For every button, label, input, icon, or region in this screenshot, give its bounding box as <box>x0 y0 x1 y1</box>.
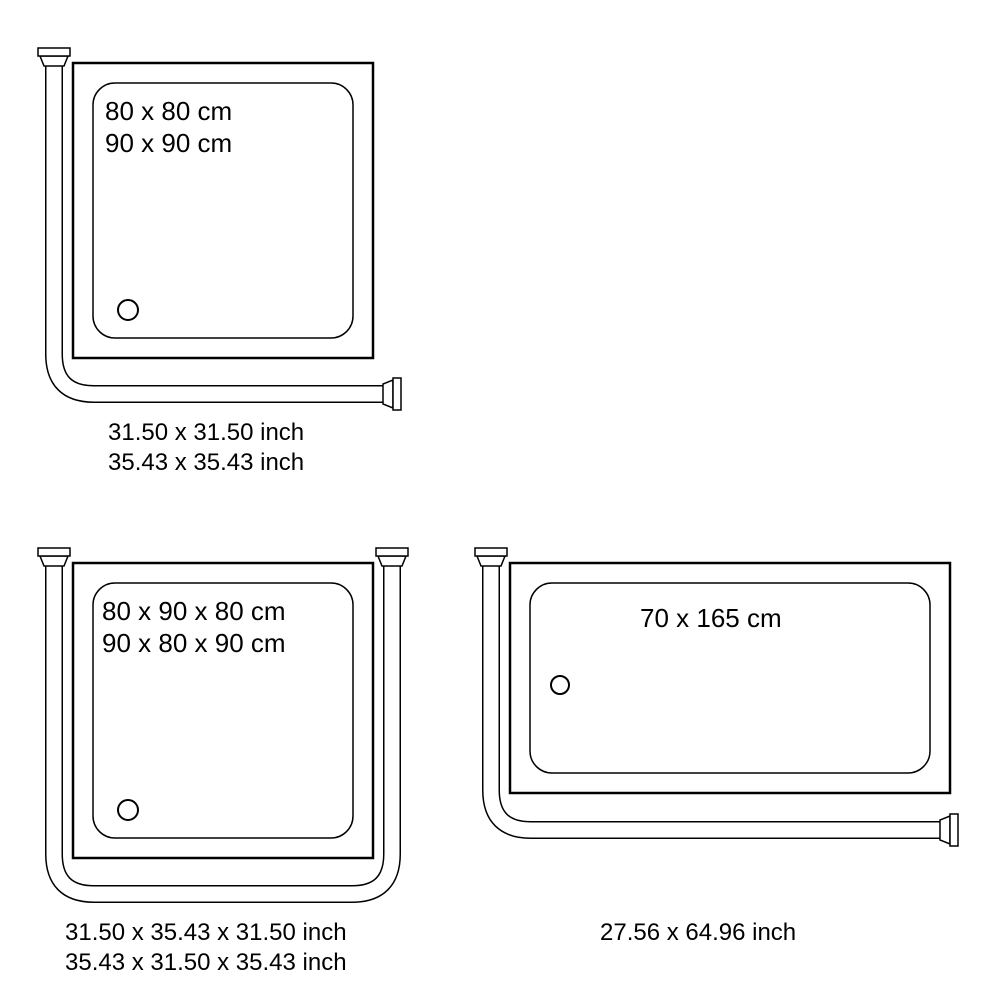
rail-mount-right <box>940 814 958 846</box>
diagram-u-square: 80 x 90 x 80 cm 90 x 80 x 90 cm 31.50 x … <box>38 548 408 976</box>
diagram-l-rect: 70 x 165 cm 27.56 x 64.96 inch <box>475 548 958 946</box>
label-cm-2: 90 x 80 x 90 cm <box>102 628 286 658</box>
rail-mount-right <box>383 378 401 410</box>
caption-inch-2: 35.43 x 35.43 inch <box>108 449 304 476</box>
label-cm-1: 80 x 90 x 80 cm <box>102 596 286 626</box>
caption-inch-1: 27.56 x 64.96 inch <box>600 919 796 946</box>
diagram-l-square: 80 x 80 cm 90 x 90 cm 31.50 x 31.50 inch… <box>38 48 401 476</box>
label-cm-1: 70 x 165 cm <box>640 603 782 633</box>
caption-inch-1: 31.50 x 35.43 x 31.50 inch <box>65 919 347 946</box>
caption-inch-1: 31.50 x 31.50 inch <box>108 419 304 446</box>
rail-mount-top <box>38 48 70 66</box>
caption-inch-2: 35.43 x 31.50 x 35.43 inch <box>65 949 347 976</box>
rail-mount-right <box>376 548 408 566</box>
label-cm-1: 80 x 80 cm <box>105 96 232 126</box>
rail-mount-left <box>38 548 70 566</box>
label-cm-2: 90 x 90 cm <box>105 128 232 158</box>
diagram-canvas: 80 x 80 cm 90 x 90 cm 31.50 x 31.50 inch… <box>0 0 1000 1000</box>
rail-mount-top <box>475 548 507 566</box>
